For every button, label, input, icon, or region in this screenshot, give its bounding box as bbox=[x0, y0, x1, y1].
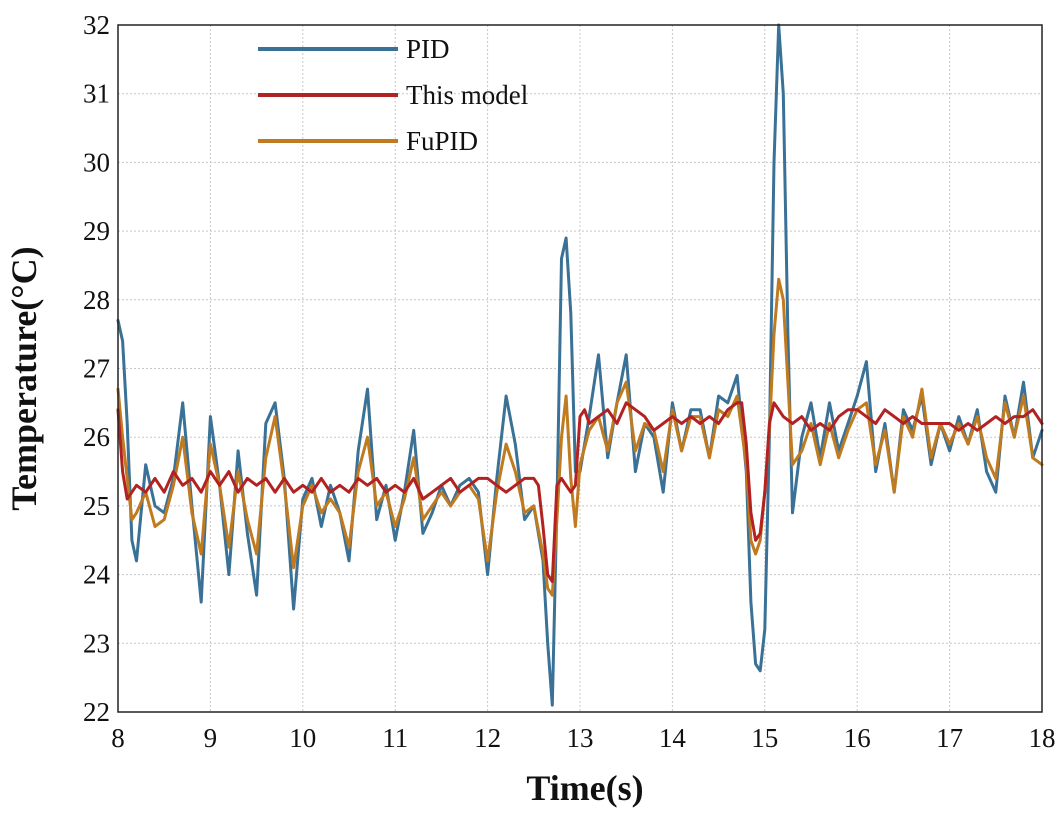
y-tick-label: 27 bbox=[83, 354, 110, 384]
y-tick-label: 22 bbox=[83, 697, 110, 727]
series-lines bbox=[116, 23, 1044, 707]
x-tick-label: 12 bbox=[474, 723, 501, 753]
x-tick-label: 11 bbox=[382, 723, 408, 753]
y-tick-label: 26 bbox=[83, 422, 110, 452]
x-tick-label: 9 bbox=[204, 723, 218, 753]
y-tick-label: 28 bbox=[83, 285, 110, 315]
x-axis-ticks: 8 9 10 11 12 13 14 15 16 17 18 bbox=[111, 723, 1055, 753]
y-tick-label: 30 bbox=[83, 147, 110, 177]
y-axis-title: Temperature(°C) bbox=[4, 246, 44, 510]
x-tick-label: 15 bbox=[751, 723, 778, 753]
legend-label: FuPID bbox=[406, 126, 478, 156]
y-tick-label: 24 bbox=[83, 560, 111, 590]
plot-frame bbox=[117, 24, 1043, 713]
x-tick-label: 17 bbox=[936, 723, 963, 753]
x-tick-label: 14 bbox=[659, 723, 687, 753]
x-tick-label: 10 bbox=[289, 723, 316, 753]
series-line-this-model bbox=[116, 401, 1044, 583]
y-tick-label: 23 bbox=[83, 628, 110, 658]
legend: PID This model FuPID bbox=[258, 34, 528, 156]
x-tick-label: 16 bbox=[844, 723, 871, 753]
legend-label: This model bbox=[406, 80, 528, 110]
x-tick-label: 8 bbox=[111, 723, 125, 753]
y-tick-label: 25 bbox=[83, 491, 110, 521]
legend-label: PID bbox=[406, 34, 450, 64]
y-axis-ticks: 22 23 24 25 26 27 28 29 30 31 32 bbox=[83, 10, 111, 727]
x-tick-label: 13 bbox=[567, 723, 594, 753]
x-axis-title: Time(s) bbox=[526, 768, 643, 808]
y-tick-label: 29 bbox=[83, 216, 110, 246]
y-tick-label: 32 bbox=[83, 10, 110, 40]
series-line-fupid bbox=[116, 277, 1044, 597]
x-tick-label: 18 bbox=[1029, 723, 1056, 753]
gridlines bbox=[117, 24, 1043, 713]
y-tick-label: 31 bbox=[83, 79, 110, 109]
